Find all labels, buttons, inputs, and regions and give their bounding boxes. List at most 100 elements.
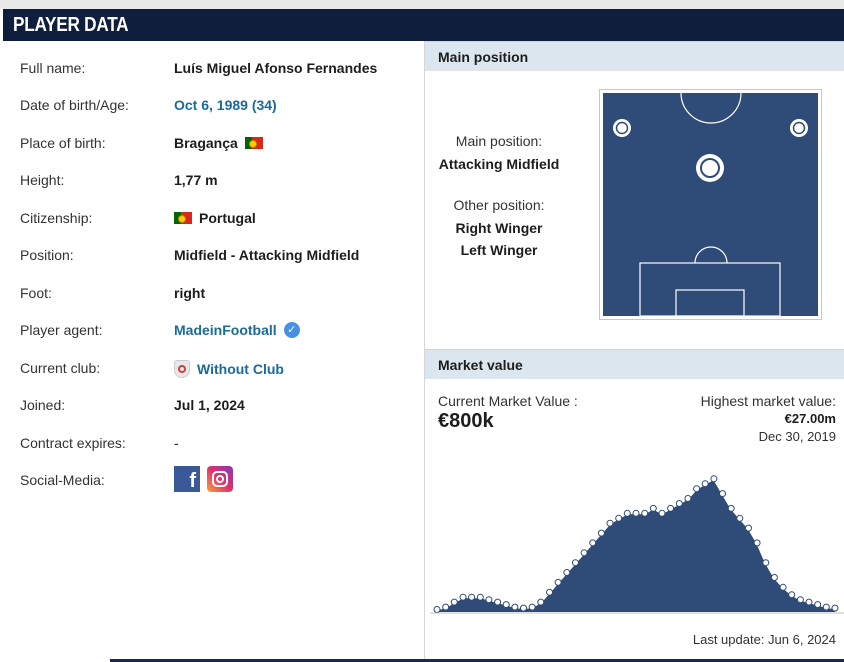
label-agent: Player agent: xyxy=(20,322,103,338)
position-marker-attacking-midfield xyxy=(696,154,724,182)
market-value-point[interactable] xyxy=(736,514,744,522)
current-market-value: €800k xyxy=(438,410,494,432)
market-value-chart-svg xyxy=(430,475,844,614)
market-value-point[interactable] xyxy=(719,490,726,498)
market-value-point[interactable] xyxy=(745,524,752,532)
market-value-point[interactable] xyxy=(762,559,770,567)
row-agent: Player agent: MadeinFootball ✓ xyxy=(0,317,424,343)
market-value-point[interactable] xyxy=(641,509,649,517)
market-value-point[interactable] xyxy=(675,500,683,507)
market-value-point[interactable] xyxy=(710,475,718,483)
birth-place-text: Bragança xyxy=(174,135,238,151)
market-value-point[interactable] xyxy=(442,603,450,611)
market-value-point[interactable] xyxy=(485,596,493,604)
value-current-club: Without Club xyxy=(174,360,284,378)
row-height: Height: 1,77 m xyxy=(0,167,424,193)
facebook-icon[interactable]: f xyxy=(174,466,200,492)
label-joined: Joined: xyxy=(20,397,66,413)
market-value-point[interactable] xyxy=(701,480,709,488)
pitch-penalty-arc xyxy=(694,246,728,264)
market-value-point[interactable] xyxy=(520,604,527,612)
market-value-point[interactable] xyxy=(580,549,588,557)
value-agent: MadeinFootball ✓ xyxy=(174,322,300,338)
market-value-point[interactable] xyxy=(476,593,484,601)
row-position: Position: Midfield - Attacking Midfield xyxy=(0,242,424,268)
row-joined: Joined: Jul 1, 2024 xyxy=(0,392,424,418)
market-value-point[interactable] xyxy=(684,495,692,502)
value-citizenship: Portugal xyxy=(174,210,256,226)
market-value-point[interactable] xyxy=(649,504,657,512)
player-data-panel: Full name: Luís Miguel Afonso Fernandes … xyxy=(0,41,424,511)
instagram-icon[interactable] xyxy=(207,466,233,492)
column-divider xyxy=(424,41,425,662)
market-value-point[interactable] xyxy=(822,603,830,611)
market-value-points xyxy=(433,475,839,613)
main-position-label: Main position: xyxy=(455,133,543,149)
market-value-area xyxy=(437,478,835,612)
market-value-point[interactable] xyxy=(597,529,605,537)
row-contract: Contract expires: - xyxy=(0,430,424,456)
market-value-chart[interactable] xyxy=(425,450,844,625)
market-value-point[interactable] xyxy=(459,593,467,601)
market-value-point[interactable] xyxy=(796,596,804,604)
market-value-point[interactable] xyxy=(554,578,562,586)
pitch-center-arc xyxy=(680,92,742,124)
agent-link[interactable]: MadeinFootball xyxy=(174,322,277,338)
market-value-point[interactable] xyxy=(494,598,502,606)
row-birth-place: Place of birth: Bragança xyxy=(0,130,424,156)
market-value-point[interactable] xyxy=(563,569,571,576)
market-value-point[interactable] xyxy=(770,574,778,581)
market-value-point[interactable] xyxy=(632,509,640,517)
label-position: Position: xyxy=(20,247,74,263)
market-value-point[interactable] xyxy=(450,598,458,606)
value-position: Midfield - Attacking Midfield xyxy=(174,247,360,263)
bottom-border xyxy=(110,659,844,662)
market-value-point[interactable] xyxy=(805,598,813,606)
market-value-point[interactable] xyxy=(693,485,701,493)
row-citizenship: Citizenship: Portugal xyxy=(0,205,424,231)
market-value-point[interactable] xyxy=(537,598,545,606)
market-value-point[interactable] xyxy=(468,593,476,601)
market-value-point[interactable] xyxy=(546,588,553,596)
market-value-point[interactable] xyxy=(511,603,519,611)
label-height: Height: xyxy=(20,172,65,188)
market-value-point[interactable] xyxy=(753,539,761,547)
market-value-point[interactable] xyxy=(606,519,614,527)
main-position-value: Attacking Midfield xyxy=(438,156,560,172)
market-value-point[interactable] xyxy=(667,504,675,512)
row-social: Social-Media: f xyxy=(0,466,424,493)
portugal-flag-icon xyxy=(244,137,263,149)
citizenship-text: Portugal xyxy=(199,210,256,226)
pitch-svg xyxy=(613,92,808,317)
value-foot: right xyxy=(174,285,206,301)
market-value-point[interactable] xyxy=(727,504,735,512)
pitch-goal-box xyxy=(675,289,745,317)
birth-date-link[interactable]: Oct 6, 1989 (34) xyxy=(174,97,277,113)
position-marker-right-winger xyxy=(790,119,808,137)
market-value-point[interactable] xyxy=(589,539,597,547)
social-links: f xyxy=(174,466,233,492)
market-value-point[interactable] xyxy=(433,606,441,613)
market-value-point[interactable] xyxy=(779,583,787,591)
other-position-right-winger: Right Winger xyxy=(455,220,543,236)
market-value-point[interactable] xyxy=(788,591,796,599)
current-market-value-label: Current Market Value : xyxy=(438,393,578,409)
market-value-point[interactable] xyxy=(831,604,839,612)
market-value-point[interactable] xyxy=(658,509,666,517)
market-value-point[interactable] xyxy=(528,603,536,611)
market-value-point[interactable] xyxy=(571,559,579,567)
without-club-icon[interactable] xyxy=(174,360,190,378)
label-citizenship: Citizenship: xyxy=(20,210,93,226)
market-value-point[interactable] xyxy=(502,601,510,609)
value-contract: - xyxy=(174,435,179,451)
market-value-point[interactable] xyxy=(615,514,623,522)
position-marker-left-winger xyxy=(613,119,631,137)
market-value-point[interactable] xyxy=(814,601,822,609)
current-club-link[interactable]: Without Club xyxy=(197,361,284,377)
market-value-point[interactable] xyxy=(623,509,631,517)
label-foot: Foot: xyxy=(20,285,52,301)
verified-check-icon: ✓ xyxy=(283,322,300,338)
row-foot: Foot: right xyxy=(0,280,424,306)
label-social: Social-Media: xyxy=(20,472,105,488)
row-full-name: Full name: Luís Miguel Afonso Fernandes xyxy=(0,55,424,81)
